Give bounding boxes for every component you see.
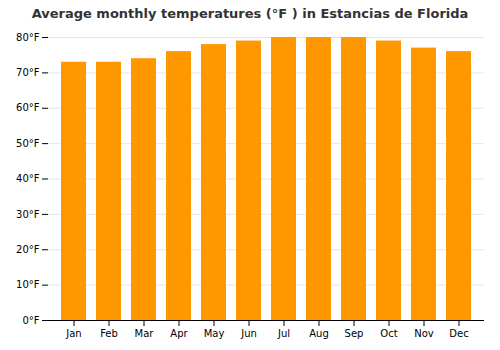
svg-text:Oct: Oct [380,328,397,339]
svg-text:80°F: 80°F [16,32,40,43]
svg-text:Jun: Jun [240,328,257,339]
html-text:Average monthly temperatures (: Average monthly temperatures (°F ) in Es… [31,6,469,21]
svg-text:10°F: 10°F [16,279,40,290]
svg-text:20°F: 20°F [16,244,40,255]
svg-text:60°F: 60°F [16,102,40,113]
svg-text:40°F: 40°F [16,173,40,184]
svg-text:Apr: Apr [170,328,188,339]
svg-text:50°F: 50°F [16,138,40,149]
svg-text:Feb: Feb [100,328,118,339]
svg-text:70°F: 70°F [16,67,40,78]
svg-text:Jul: Jul [277,328,290,339]
svg-text:Sep: Sep [345,328,364,339]
svg-text:Mar: Mar [135,328,155,339]
svg-text:0°F: 0°F [22,315,39,326]
svg-text:30°F: 30°F [16,209,40,220]
svg-text:Dec: Dec [449,328,468,339]
svg-text:May: May [204,328,225,339]
svg-text:Aug: Aug [309,328,329,339]
svg-text:Nov: Nov [414,328,434,339]
svg-text:Jan: Jan [65,328,81,339]
